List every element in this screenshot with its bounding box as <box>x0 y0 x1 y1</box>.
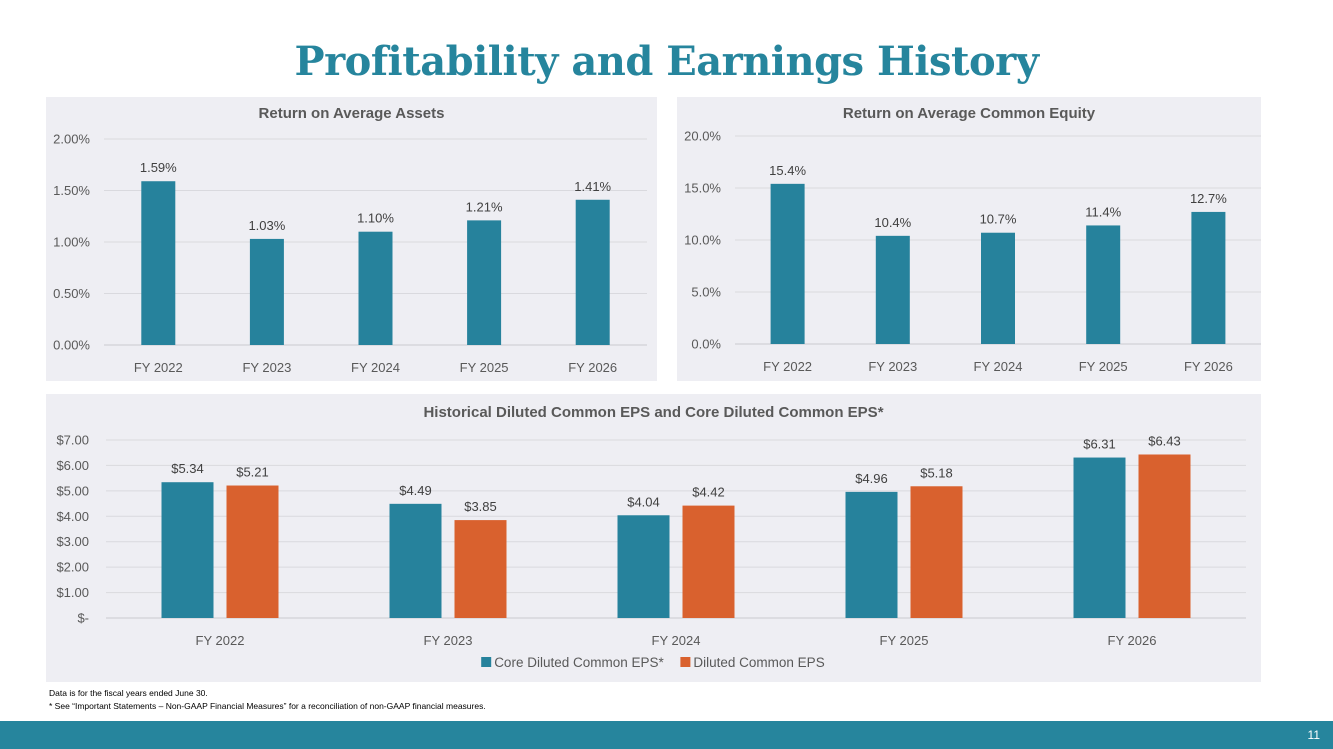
y-tick-label: 20.0% <box>684 129 721 144</box>
y-tick-label: $5.00 <box>56 483 89 498</box>
chart-historical-diluted-eps: Historical Diluted Common EPS and Core D… <box>46 394 1261 682</box>
data-label: $5.21 <box>236 465 269 480</box>
chart-svg: Historical Diluted Common EPS and Core D… <box>56 404 1246 670</box>
y-tick-label: 15.0% <box>684 181 721 196</box>
y-tick-label: 1.50% <box>53 183 90 198</box>
bar <box>467 220 502 345</box>
bar <box>575 199 610 345</box>
data-label: $6.43 <box>1148 433 1181 448</box>
bar <box>161 482 214 618</box>
y-tick-label: 0.00% <box>53 338 90 353</box>
y-tick-label: $6.00 <box>56 458 89 473</box>
footnote-non-gaap: * See “Important Statements – Non-GAAP F… <box>49 701 486 711</box>
data-label: 1.10% <box>357 211 394 226</box>
data-label: $3.85 <box>464 499 497 514</box>
chart-title: Return on Average Assets <box>259 105 445 122</box>
legend-swatch <box>481 657 492 667</box>
bar <box>875 235 910 344</box>
x-tick-label: FY 2023 <box>424 633 473 648</box>
data-label: $4.49 <box>399 483 432 498</box>
bar <box>770 183 805 344</box>
data-label: 1.21% <box>466 199 503 214</box>
bar <box>389 503 442 618</box>
page-title: Profitability and Earnings History <box>294 38 1039 85</box>
data-label: 10.4% <box>874 215 911 230</box>
x-tick-label: FY 2022 <box>134 360 183 375</box>
y-tick-label: 5.0% <box>691 285 721 300</box>
data-label: 12.7% <box>1190 191 1227 206</box>
y-tick-label: $2.00 <box>56 560 89 575</box>
page-number: 11 <box>1307 728 1320 742</box>
data-label: 1.03% <box>248 218 285 233</box>
y-tick-label: 0.50% <box>53 286 90 301</box>
data-label: $5.34 <box>171 461 204 476</box>
bar <box>226 485 279 618</box>
data-label: 1.59% <box>140 160 177 175</box>
bar <box>845 491 898 618</box>
x-tick-label: FY 2022 <box>763 359 812 374</box>
legend-label: Core Diluted Common EPS* <box>494 655 664 670</box>
x-tick-label: FY 2026 <box>1108 633 1157 648</box>
bottom-bar: 11 <box>0 721 1333 749</box>
bar <box>1086 225 1121 344</box>
y-tick-label: $3.00 <box>56 534 89 549</box>
chart-return-on-average-common-equity: Return on Average Common Equity 0.0% 5.0% 1… <box>677 97 1261 381</box>
data-label: 10.7% <box>980 212 1017 227</box>
bar <box>1138 454 1191 618</box>
y-tick-label: $1.00 <box>56 585 89 600</box>
x-tick-label: FY 2024 <box>652 633 701 648</box>
x-tick-label: FY 2026 <box>1184 359 1233 374</box>
footnote-fiscal-year: Data is for the fiscal years ended June … <box>49 688 208 698</box>
x-tick-label: FY 2023 <box>242 360 291 375</box>
x-tick-label: FY 2025 <box>460 360 509 375</box>
x-tick-label: FY 2023 <box>868 359 917 374</box>
chart-return-on-average-assets: Return on Average Assets 0.00% 0.50% 1.00% 1… <box>46 97 657 381</box>
bar <box>141 181 176 345</box>
data-label: $4.42 <box>692 485 725 500</box>
bar <box>249 238 284 345</box>
data-label: $4.96 <box>855 471 888 486</box>
x-tick-label: FY 2025 <box>1079 359 1128 374</box>
data-label: 11.4% <box>1085 204 1121 219</box>
bar <box>1073 457 1126 618</box>
x-tick-label: FY 2026 <box>568 360 617 375</box>
legend-swatch <box>680 657 691 667</box>
bar <box>981 232 1015 344</box>
chart-svg: Return on Average Assets 0.00% 0.50% 1.00% 1… <box>53 105 647 375</box>
chart-title: Return on Average Common Equity <box>843 105 1096 122</box>
y-tick-label: 0.0% <box>691 337 721 352</box>
x-tick-label: FY 2025 <box>880 633 929 648</box>
data-label: $4.04 <box>627 494 660 509</box>
x-tick-label: FY 2022 <box>196 633 245 648</box>
data-label: $5.18 <box>920 465 953 480</box>
legend-label: Diluted Common EPS <box>693 655 824 670</box>
y-tick-label: $4.00 <box>56 509 89 524</box>
chart-title: Historical Diluted Common EPS and Core D… <box>423 404 883 421</box>
x-tick-label: FY 2024 <box>351 360 400 375</box>
bar <box>358 231 393 345</box>
bar <box>617 515 670 618</box>
bar <box>910 486 963 618</box>
bar <box>682 505 735 618</box>
data-label: 1.41% <box>574 179 611 194</box>
data-label: 15.4% <box>769 163 806 178</box>
data-label: $6.31 <box>1083 437 1116 452</box>
y-tick-label: $- <box>77 611 89 626</box>
x-tick-label: FY 2024 <box>974 359 1023 374</box>
bar <box>1191 211 1226 344</box>
y-tick-label: $7.00 <box>56 433 89 448</box>
y-tick-label: 10.0% <box>684 233 721 248</box>
y-tick-label: 2.00% <box>53 132 90 147</box>
y-tick-label: 1.00% <box>53 235 90 250</box>
chart-svg: Return on Average Common Equity 0.0% 5.0% 1… <box>684 105 1261 374</box>
bar <box>454 520 507 618</box>
